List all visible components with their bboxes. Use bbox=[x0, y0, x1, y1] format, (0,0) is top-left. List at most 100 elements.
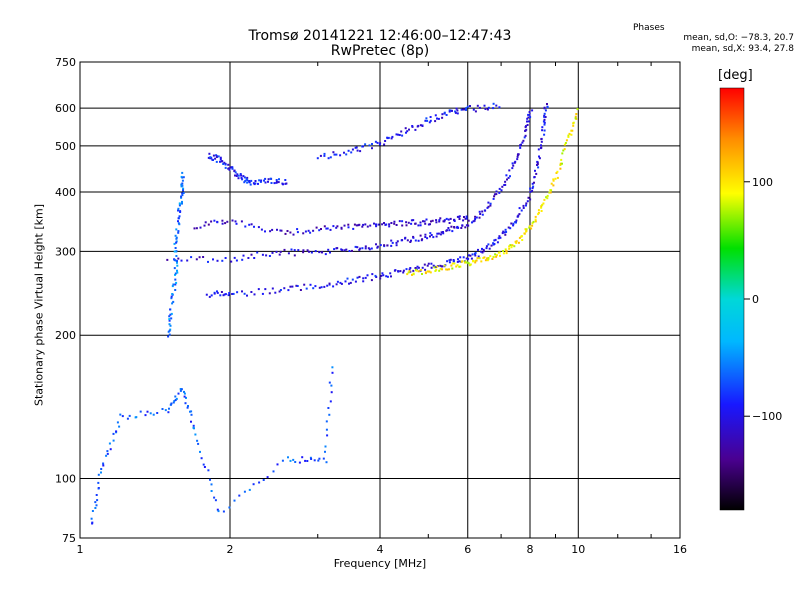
echo-point bbox=[388, 225, 391, 228]
echo-point bbox=[450, 264, 453, 267]
echo-point bbox=[177, 230, 180, 233]
echo-point bbox=[415, 269, 418, 272]
echo-point bbox=[548, 191, 551, 194]
echo-point bbox=[405, 268, 408, 271]
echo-point bbox=[498, 187, 501, 190]
echo-point bbox=[310, 458, 313, 460]
y-tick-label: 750 bbox=[55, 56, 76, 69]
echo-point bbox=[236, 291, 239, 294]
echo-point bbox=[329, 251, 331, 254]
echo-point bbox=[289, 231, 292, 234]
echo-point bbox=[326, 434, 329, 437]
echo-point bbox=[282, 183, 284, 186]
echo-point bbox=[417, 239, 420, 242]
echo-point bbox=[345, 153, 348, 156]
x-axis-label: Frequency [MHz] bbox=[333, 557, 427, 570]
echo-point bbox=[525, 230, 528, 233]
echo-point bbox=[451, 262, 454, 265]
echo-point bbox=[215, 160, 218, 163]
colorbar-unit-label: [deg] bbox=[718, 68, 753, 83]
echo-point bbox=[439, 264, 442, 267]
echo-point bbox=[192, 424, 195, 427]
echo-point bbox=[222, 510, 225, 513]
echo-point bbox=[541, 203, 544, 206]
echo-point bbox=[470, 257, 473, 260]
echo-point bbox=[435, 268, 438, 271]
echo-point bbox=[422, 220, 424, 223]
echo-point bbox=[495, 193, 498, 196]
echo-point bbox=[219, 160, 221, 163]
echo-point bbox=[248, 488, 251, 491]
echo-point bbox=[261, 253, 264, 256]
echo-point bbox=[524, 134, 527, 137]
echo-point bbox=[195, 258, 198, 261]
echo-point bbox=[414, 128, 417, 131]
echo-point bbox=[534, 220, 537, 223]
echo-point bbox=[448, 229, 451, 232]
echo-point bbox=[100, 468, 103, 470]
echo-point bbox=[528, 113, 531, 116]
echo-point bbox=[185, 396, 187, 399]
phases-o-stats: mean, sd,O: −78.3, 20.7 bbox=[683, 33, 794, 43]
echo-point bbox=[212, 258, 214, 261]
echo-point bbox=[498, 251, 501, 254]
echo-point bbox=[531, 222, 534, 225]
echo-point bbox=[361, 247, 364, 250]
echo-point bbox=[481, 247, 483, 250]
echo-point bbox=[467, 224, 470, 227]
echo-point bbox=[236, 173, 239, 176]
echo-point bbox=[335, 226, 338, 229]
echo-point bbox=[449, 258, 452, 261]
echo-point bbox=[276, 463, 279, 466]
echo-point bbox=[391, 135, 394, 138]
echo-point bbox=[527, 113, 530, 116]
echo-point bbox=[279, 289, 282, 291]
echo-point bbox=[490, 244, 493, 247]
echo-point bbox=[183, 395, 186, 398]
grid-lines bbox=[80, 62, 680, 538]
echo-point bbox=[535, 172, 538, 175]
echo-point bbox=[429, 271, 432, 274]
echo-point bbox=[474, 215, 477, 218]
echo-point bbox=[230, 166, 233, 169]
echo-point bbox=[435, 235, 438, 238]
echo-point bbox=[474, 254, 477, 257]
echo-point bbox=[453, 218, 456, 221]
echo-point bbox=[465, 217, 468, 220]
echo-point bbox=[543, 129, 546, 132]
echo-point bbox=[554, 177, 557, 180]
echo-point bbox=[258, 481, 261, 484]
phases-heading: Phases bbox=[633, 23, 665, 33]
echo-point bbox=[168, 407, 170, 410]
echo-point bbox=[323, 152, 326, 155]
x-tick-label: 10 bbox=[571, 543, 585, 556]
echo-point bbox=[252, 483, 255, 486]
echo-point bbox=[176, 271, 179, 274]
echo-point bbox=[400, 130, 403, 133]
echo-point bbox=[109, 448, 112, 451]
echo-point bbox=[390, 137, 393, 140]
echo-point bbox=[181, 179, 184, 182]
echo-point bbox=[207, 156, 210, 159]
echo-point bbox=[546, 103, 548, 105]
echo-point bbox=[521, 141, 524, 144]
echo-point bbox=[268, 292, 271, 295]
echo-point bbox=[430, 234, 433, 236]
echo-point bbox=[233, 499, 236, 502]
echo-point bbox=[291, 285, 294, 288]
echo-point bbox=[424, 119, 427, 122]
echo-point bbox=[241, 258, 244, 261]
echo-point bbox=[228, 168, 231, 171]
echo-point bbox=[169, 328, 172, 331]
echo-point bbox=[456, 109, 459, 112]
echo-point bbox=[529, 198, 532, 201]
echo-point bbox=[298, 461, 301, 464]
echo-point bbox=[387, 136, 390, 139]
echo-point bbox=[465, 257, 468, 260]
echo-point bbox=[527, 116, 530, 119]
echo-point bbox=[509, 227, 512, 230]
echo-point bbox=[167, 335, 170, 338]
echo-point bbox=[537, 166, 540, 169]
colorbar-ticks: 100 0 −100 bbox=[744, 176, 782, 423]
echo-point bbox=[224, 222, 227, 225]
